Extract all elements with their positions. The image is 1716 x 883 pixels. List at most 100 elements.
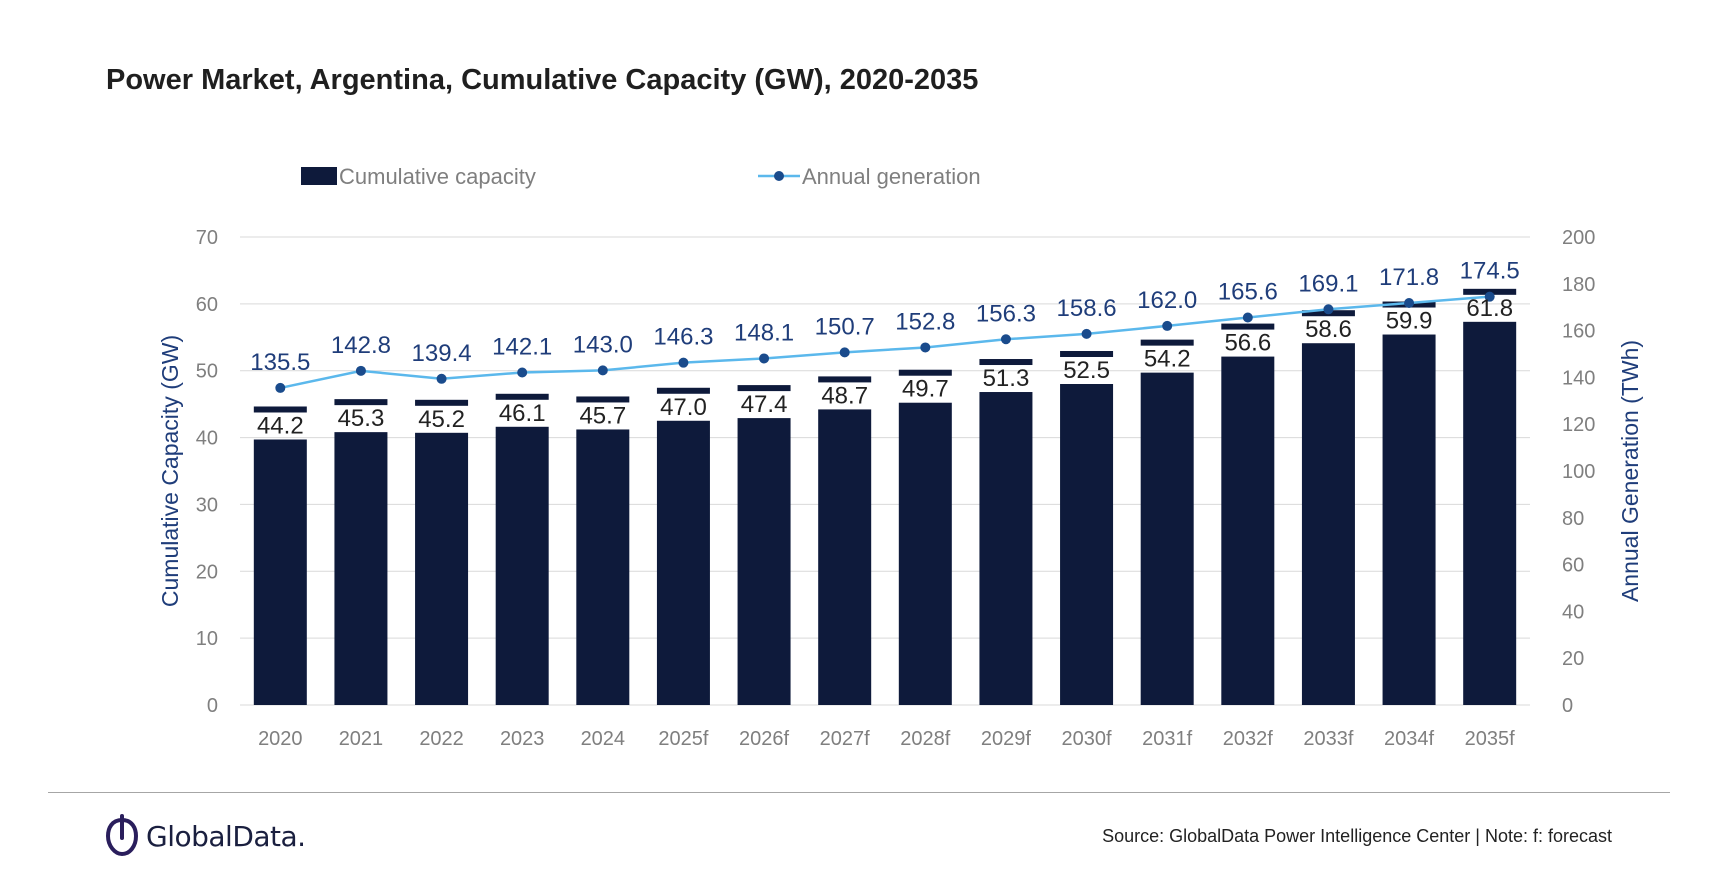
y2-tick-label: 0 bbox=[1562, 695, 1573, 717]
capacity-value-label: 56.6 bbox=[1224, 330, 1271, 357]
axes: 0 10 20 30 40 50 60 70 0 20 40 60 80 100 120 140 160 180 2… bbox=[157, 227, 1643, 750]
generation-value-label: 165.6 bbox=[1218, 278, 1278, 305]
capacity-value-label: 47.0 bbox=[660, 394, 707, 421]
x-tick-label: 2021 bbox=[339, 728, 384, 750]
x-tick-label: 2024 bbox=[581, 728, 626, 750]
capacity-value-label: 47.4 bbox=[741, 391, 788, 418]
y-tick-label: 10 bbox=[196, 628, 218, 650]
capacity-value-label: 48.7 bbox=[821, 382, 868, 409]
generation-point bbox=[275, 382, 286, 393]
y-tick-label: 0 bbox=[207, 695, 218, 717]
globaldata-logo-icon bbox=[105, 814, 139, 857]
bar-series bbox=[253, 288, 1517, 705]
y-tick-label: 40 bbox=[196, 428, 218, 450]
generation-point bbox=[517, 367, 528, 378]
generation-point bbox=[436, 373, 447, 384]
generation-point bbox=[920, 342, 931, 353]
capacity-marker bbox=[979, 359, 1033, 366]
y-tick-label: 50 bbox=[196, 361, 218, 383]
x-tick-label: 2027f bbox=[820, 728, 870, 750]
y-tick-label: 30 bbox=[196, 494, 218, 516]
generation-point bbox=[759, 353, 770, 364]
capacity-marker bbox=[334, 399, 388, 406]
x-tick-label: 2028f bbox=[900, 728, 950, 750]
legend-marker-generation bbox=[774, 171, 784, 181]
capacity-bar bbox=[656, 420, 710, 705]
capacity-value-label: 59.9 bbox=[1386, 308, 1433, 335]
capacity-bar bbox=[1463, 321, 1517, 705]
x-tick-label: 2032f bbox=[1223, 728, 1273, 750]
capacity-bar bbox=[1301, 343, 1355, 705]
capacity-marker bbox=[1140, 339, 1194, 346]
capacity-marker bbox=[656, 387, 710, 394]
capacity-value-label: 45.3 bbox=[338, 405, 385, 432]
generation-point bbox=[1484, 291, 1495, 302]
x-tick-label: 2035f bbox=[1465, 728, 1515, 750]
x-tick-label: 2031f bbox=[1142, 728, 1192, 750]
generation-point bbox=[678, 357, 689, 368]
capacity-bar bbox=[979, 392, 1033, 705]
capacity-marker bbox=[818, 376, 872, 383]
capacity-bar bbox=[737, 418, 791, 705]
generation-value-label: 142.1 bbox=[492, 333, 552, 360]
capacity-marker bbox=[898, 369, 952, 376]
x-tick-label: 2023 bbox=[500, 728, 545, 750]
y2-axis-title: Annual Generation (TWh) bbox=[1617, 340, 1643, 602]
capacity-bar bbox=[1382, 334, 1436, 705]
generation-value-label: 152.8 bbox=[895, 308, 955, 335]
generation-value-label: 156.3 bbox=[976, 300, 1036, 327]
x-tick-label: 2025f bbox=[658, 728, 708, 750]
generation-point bbox=[1323, 304, 1334, 315]
capacity-bar bbox=[253, 439, 307, 705]
generation-point bbox=[1081, 328, 1092, 339]
generation-point bbox=[1000, 334, 1011, 345]
y2-tick-label: 200 bbox=[1562, 227, 1595, 249]
y2-tick-label: 40 bbox=[1562, 601, 1584, 623]
capacity-bar bbox=[495, 426, 549, 705]
capacity-value-label: 51.3 bbox=[983, 365, 1030, 392]
data-labels: 44.2 45.3 45.2 46.1 45.7 47.0 47.4 48.7 49.7 51.3… bbox=[250, 258, 1519, 440]
capacity-value-label: 58.6 bbox=[1305, 316, 1352, 343]
chart-title: Power Market, Argentina, Cumulative Capa… bbox=[106, 64, 979, 96]
legend-swatch-capacity bbox=[301, 167, 337, 185]
x-tick-label: 2030f bbox=[1062, 728, 1112, 750]
generation-value-label: 158.6 bbox=[1057, 295, 1117, 322]
capacity-value-label: 44.2 bbox=[257, 412, 304, 439]
x-tick-label: 2029f bbox=[981, 728, 1031, 750]
legend-label-capacity: Cumulative capacity bbox=[339, 164, 536, 189]
generation-value-label: 148.1 bbox=[734, 319, 794, 346]
x-tick-label: 2022 bbox=[419, 728, 464, 750]
capacity-bar bbox=[1060, 384, 1114, 705]
generation-point bbox=[839, 347, 850, 358]
source-note: Source: GlobalData Power Intelligence Ce… bbox=[1102, 826, 1612, 846]
x-tick-label: 2020 bbox=[258, 728, 303, 750]
generation-point bbox=[355, 365, 366, 376]
capacity-bar bbox=[898, 402, 952, 705]
capacity-marker bbox=[1060, 351, 1114, 357]
capacity-bar bbox=[1140, 372, 1194, 705]
generation-value-label: 142.8 bbox=[331, 332, 391, 359]
capacity-value-label: 49.7 bbox=[902, 376, 949, 403]
capacity-marker bbox=[737, 385, 791, 392]
x-tick-label: 2034f bbox=[1384, 728, 1434, 750]
generation-value-label: 162.0 bbox=[1137, 287, 1197, 314]
generation-point bbox=[1404, 297, 1415, 308]
capacity-marker bbox=[1221, 323, 1275, 330]
capacity-value-label: 45.7 bbox=[579, 402, 626, 429]
capacity-bar bbox=[1221, 356, 1275, 705]
capacity-value-label: 61.8 bbox=[1466, 295, 1513, 322]
y-tick-label: 20 bbox=[196, 561, 218, 583]
generation-point bbox=[1242, 312, 1253, 323]
legend-label-generation: Annual generation bbox=[802, 164, 981, 189]
y2-tick-label: 180 bbox=[1562, 274, 1595, 296]
generation-value-label: 150.7 bbox=[815, 313, 875, 340]
footer-divider bbox=[48, 792, 1670, 793]
capacity-marker bbox=[576, 396, 630, 403]
generation-value-label: 169.1 bbox=[1298, 270, 1358, 297]
line-series bbox=[275, 291, 1495, 393]
capacity-marker bbox=[415, 399, 469, 406]
generation-value-label: 135.5 bbox=[250, 349, 310, 376]
generation-value-label: 139.4 bbox=[412, 340, 472, 367]
capacity-bar bbox=[334, 432, 388, 705]
